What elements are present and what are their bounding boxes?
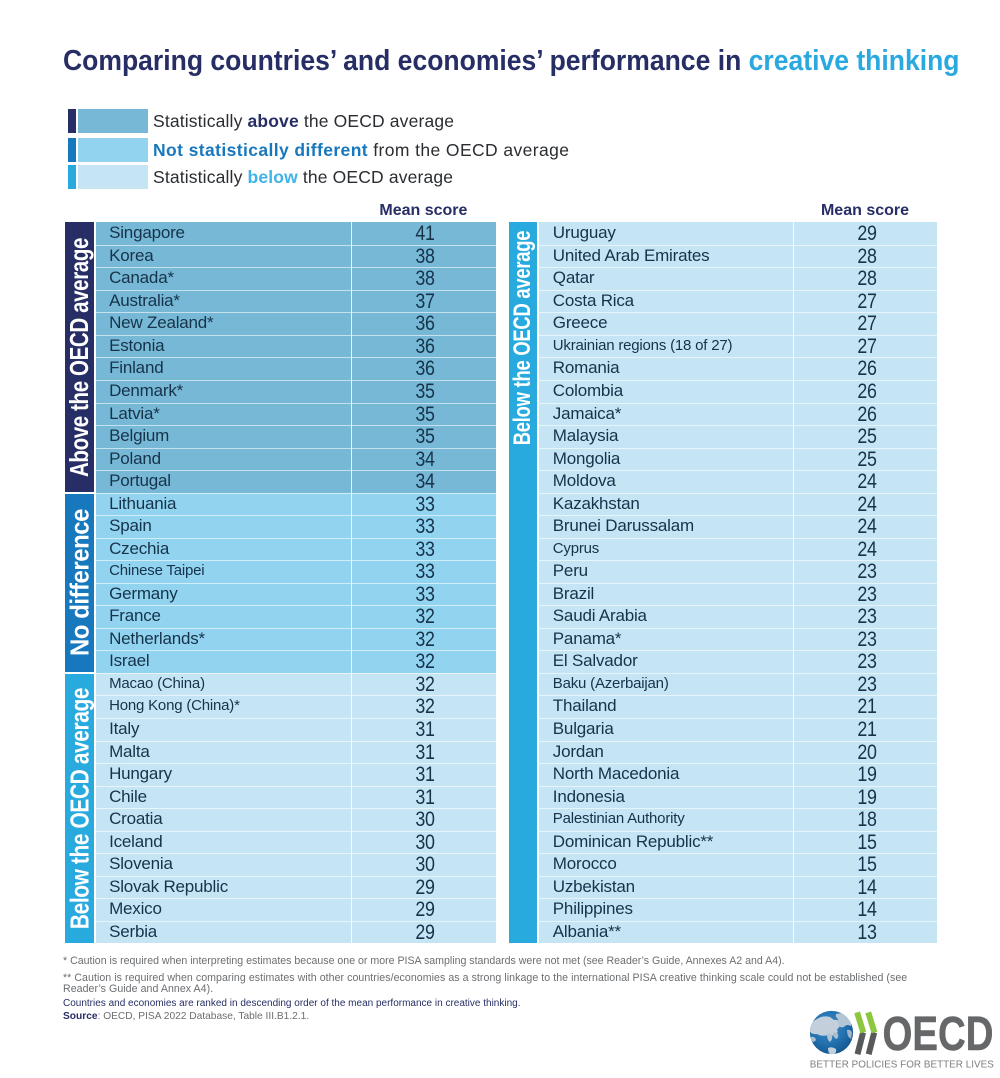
svg-text:BETTER POLICIES FOR BETTER LIV: BETTER POLICIES FOR BETTER LIVES	[810, 1059, 994, 1070]
svg-text:OECD: OECD	[883, 1008, 994, 1061]
